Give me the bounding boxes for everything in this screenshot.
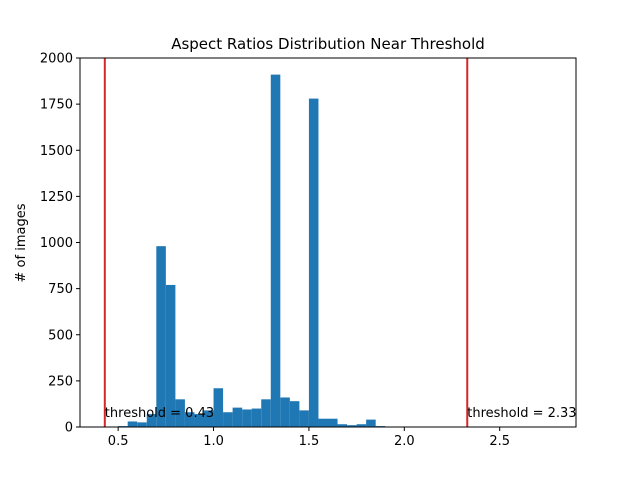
histogram-bar — [270, 74, 281, 428]
x-tick-label: 1.5 — [299, 434, 320, 449]
chart-title: Aspect Ratios Distribution Near Threshol… — [171, 35, 485, 53]
threshold-lines-group: threshold = 0.43 threshold = 2.33 — [103, 58, 577, 427]
histogram-bar — [127, 421, 138, 427]
histogram-bar — [261, 399, 271, 427]
y-tick-label: 250 — [48, 374, 73, 389]
histogram-bar — [347, 425, 357, 427]
x-tick-label: 2.5 — [489, 434, 510, 449]
histogram-bar — [242, 409, 252, 427]
x-tick-label: 0.5 — [108, 434, 129, 449]
y-axis-ticks: 0 250 500 750 1000 1250 1500 1750 2000 — [40, 52, 80, 436]
y-tick-label: 1750 — [40, 98, 73, 113]
y-tick-label: 1000 — [40, 236, 73, 251]
histogram-bar — [175, 399, 185, 427]
histogram-bar — [251, 408, 262, 427]
x-tick-label: 2.0 — [394, 434, 415, 449]
histogram-bar — [204, 410, 214, 427]
y-tick-label: 500 — [48, 328, 73, 343]
y-axis-label: # of images — [14, 203, 29, 282]
histogram-bar — [146, 414, 157, 427]
bars-group — [118, 74, 386, 428]
histogram-bar — [194, 414, 204, 427]
histogram-bar — [337, 424, 348, 427]
plot-frame — [79, 57, 577, 428]
histogram-bar — [328, 418, 338, 427]
y-tick-label: 1500 — [40, 144, 73, 159]
y-tick-label: 0 — [65, 421, 73, 436]
histogram-bar — [165, 284, 176, 427]
histogram-bar — [156, 246, 166, 427]
histogram-bar — [299, 410, 309, 427]
histogram-bar — [318, 418, 328, 427]
histogram-bar — [356, 424, 367, 427]
histogram-bar — [223, 412, 233, 427]
histogram-bar — [137, 422, 147, 427]
y-tick-label: 750 — [48, 282, 73, 297]
y-tick-label: 1250 — [40, 190, 73, 205]
histogram-bar — [308, 98, 319, 427]
histogram-bar — [213, 388, 224, 427]
histogram-bar — [232, 407, 243, 427]
y-tick-label: 2000 — [40, 52, 73, 67]
x-axis-ticks: 0.5 1.0 1.5 2.0 2.5 — [108, 427, 510, 449]
x-tick-label: 1.0 — [203, 434, 224, 449]
histogram-bar — [280, 397, 290, 427]
histogram-bar — [289, 401, 300, 427]
histogram-bar — [184, 412, 195, 427]
threshold-label: threshold = 0.43 — [105, 406, 214, 421]
histogram-bar — [366, 419, 376, 427]
threshold-label: threshold = 2.33 — [467, 406, 576, 421]
